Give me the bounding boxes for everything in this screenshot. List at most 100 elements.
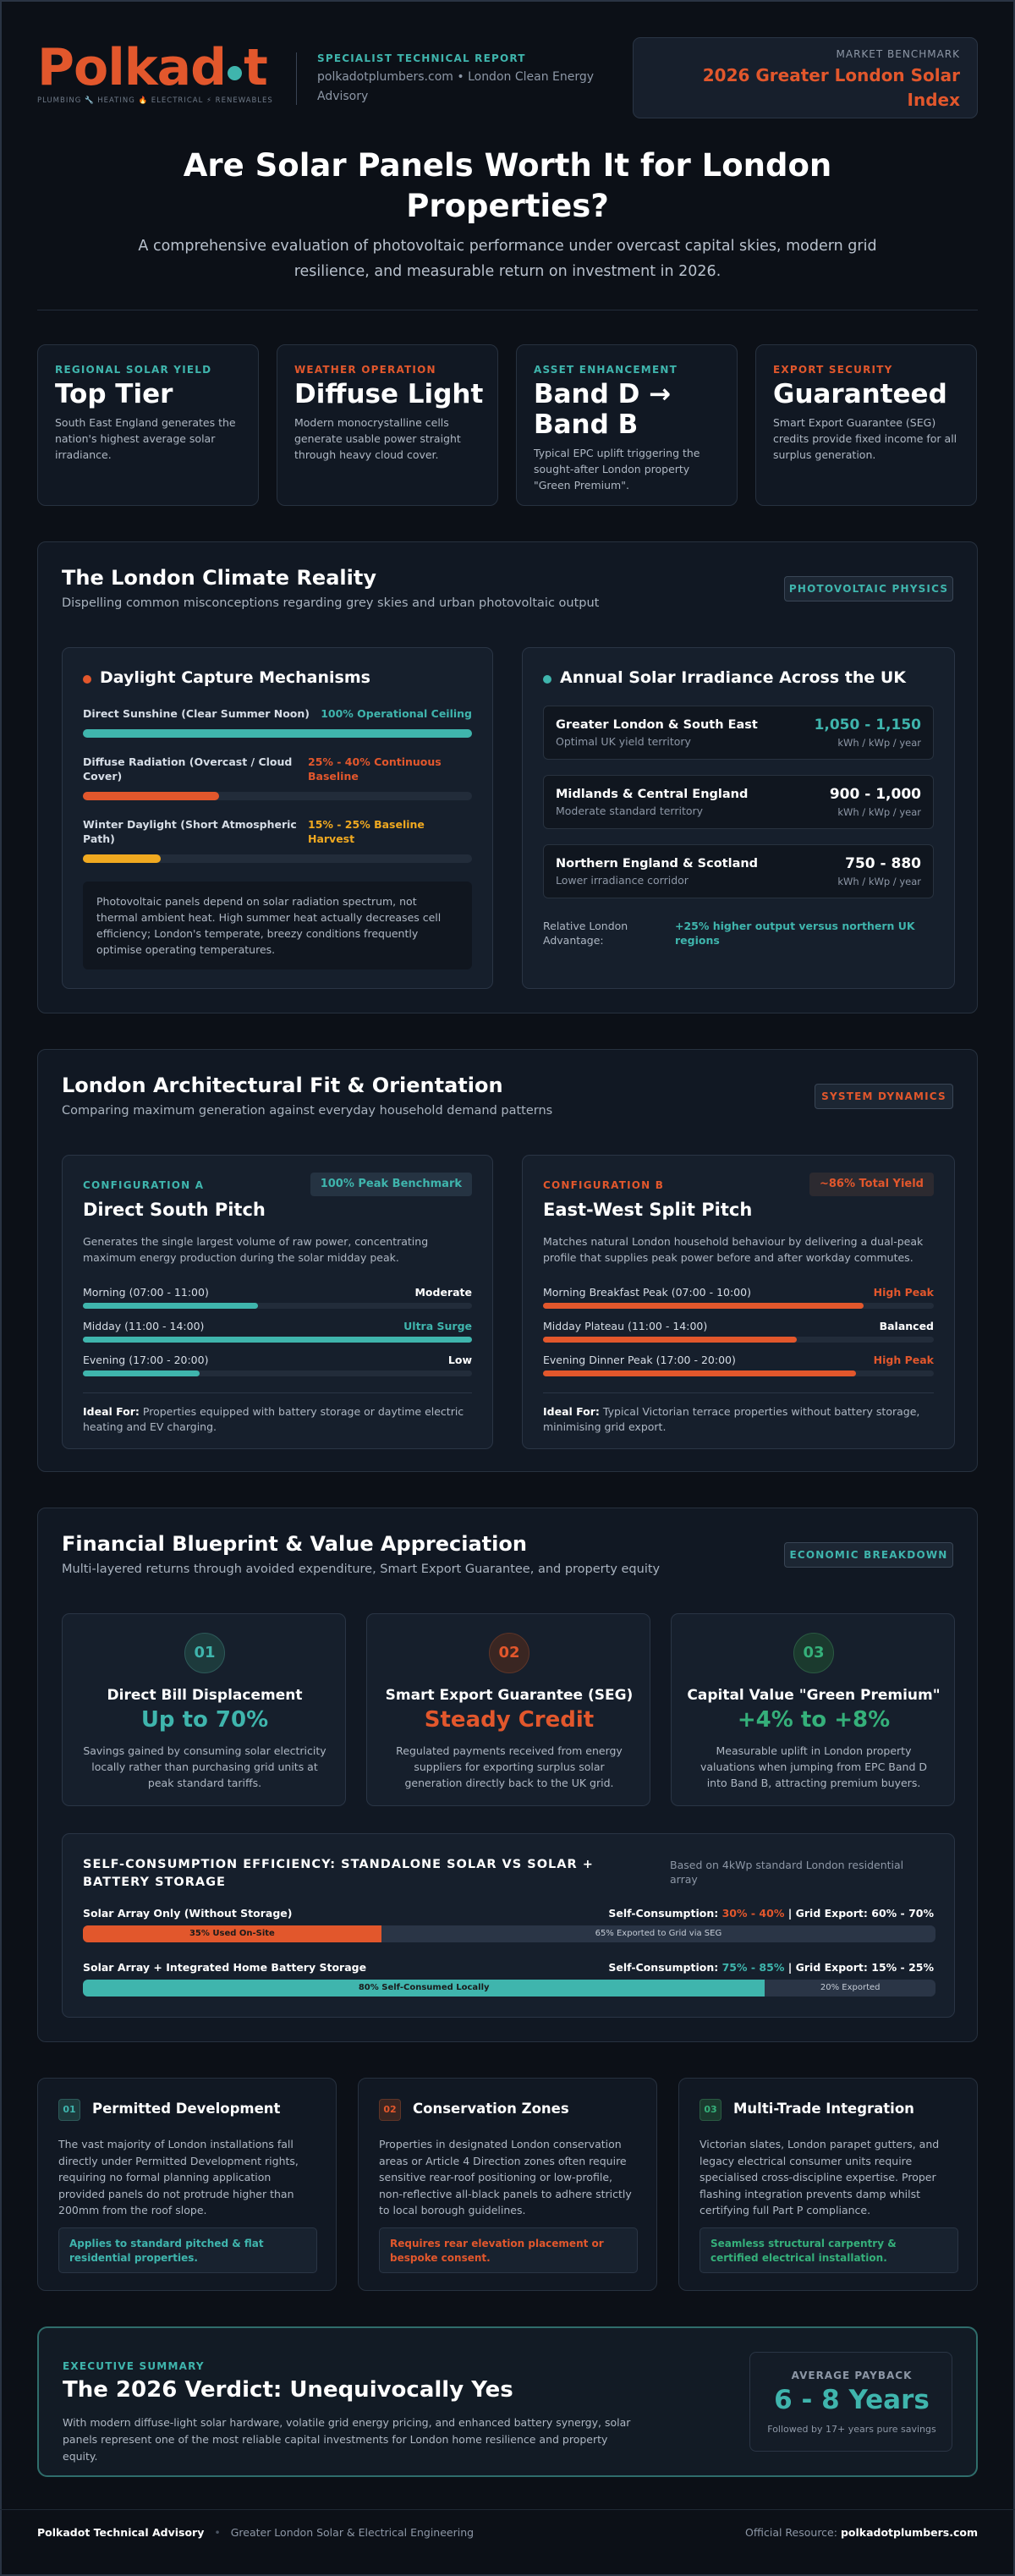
time-bar-fill [83, 1303, 258, 1309]
time-row-value: Moderate [414, 1286, 472, 1299]
time-row-value: High Peak [873, 1286, 934, 1299]
section-title: Financial Blueprint & Value Appreciation [62, 1532, 527, 1556]
fit-section: London Architectural Fit & Orientation C… [37, 1049, 978, 1472]
planning-num: 03 [700, 2099, 721, 2121]
stat-text: Modern monocrystalline cells generate us… [294, 416, 461, 461]
region-sub: Lower irradiance corridor [556, 874, 689, 887]
region-value: 900 - 1,000 [829, 786, 921, 803]
config-text: Generates the single largest volume of r… [83, 1235, 429, 1264]
stat-value: Guaranteed [773, 379, 947, 409]
footer-link[interactable]: polkadotplumbers.com [840, 2526, 978, 2539]
benchmark-title: 2026 Greater London Solar Index [702, 65, 960, 110]
logo-dot [228, 66, 243, 80]
config-badge: 100% Peak Benchmark [310, 1173, 472, 1196]
planning-note: Seamless structural carpentry & certifie… [700, 2227, 958, 2273]
config-a-panel: CONFIGURATION A 100% Peak Benchmark Dire… [62, 1155, 493, 1449]
finance-text: Measurable uplift in London property val… [700, 1744, 927, 1789]
region-unit: kWh / kWp / year [837, 737, 921, 749]
section-badge: PHOTOVOLTAIC PHYSICS [784, 576, 953, 601]
region-unit: kWh / kWp / year [837, 876, 921, 887]
eff-used-text: 80% Self-Consumed Locally [358, 1983, 490, 1992]
region-name: Northern England & Scotland [556, 857, 759, 871]
stat-kicker: WEATHER OPERATION [294, 364, 436, 376]
capture-note: Photovoltaic panels depend on solar radi… [83, 882, 472, 969]
stat-card: WEATHER OPERATION Diffuse Light Modern m… [277, 344, 498, 506]
footer-divider [0, 2509, 1015, 2510]
time-bar-fill [83, 1370, 200, 1376]
config-title: East-West Split Pitch [543, 1200, 753, 1220]
region-row: Northern England & Scotland Lower irradi… [543, 844, 934, 898]
time-row-label: Evening Dinner Peak (17:00 - 20:00) [543, 1354, 736, 1366]
eff-export-text: 20% Exported [820, 1983, 881, 1992]
eff-row-label: Solar Array Only (Without Storage) [83, 1907, 293, 1920]
section-subtitle: Comparing maximum generation against eve… [62, 1104, 553, 1118]
panel-divider [83, 1392, 472, 1393]
finance-section: Financial Blueprint & Value Appreciation… [37, 1508, 978, 2042]
region-name: Midlands & Central England [556, 788, 749, 801]
stat-card: ASSET ENHANCEMENT Band D → Band B Typica… [516, 344, 738, 506]
verdict-kicker: EXECUTIVE SUMMARY [63, 2360, 205, 2372]
bullet-dot [83, 675, 91, 684]
planning-card: 03 Multi-Trade Integration Victorian sla… [678, 2078, 978, 2291]
finance-num: 02 [489, 1633, 529, 1673]
eff-row-stats: Self-Consumption: 75% - 85% | Grid Expor… [608, 1961, 934, 1974]
panel-title: Annual Solar Irradiance Across the UK [560, 668, 907, 687]
capture-row-label: Direct Sunshine (Clear Summer Noon) [83, 707, 310, 720]
capture-bar-fill [83, 854, 161, 863]
time-bar-fill [543, 1337, 798, 1343]
verdict-text: With modern diffuse-light solar hardware… [63, 2416, 631, 2463]
stat-text: South East England generates the nation'… [55, 416, 236, 461]
panel-title: Daylight Capture Mechanisms [100, 668, 370, 687]
time-row-value: High Peak [873, 1354, 934, 1366]
advantage-value: +25% higher output versus northern UK re… [675, 920, 915, 947]
time-row-value: Ultra Surge [403, 1320, 472, 1332]
capture-panel: Daylight Capture Mechanisms Direct Sunsh… [62, 647, 493, 989]
hero-title: Are Solar Panels Worth It for London Pro… [183, 147, 832, 224]
planning-card: 01 Permitted Development The vast majori… [37, 2078, 337, 2291]
stat-card: REGIONAL SOLAR YIELD Top Tier South East… [37, 344, 259, 506]
payback-box: AVERAGE PAYBACK 6 - 8 Years Followed by … [749, 2352, 952, 2452]
footer-left: Polkadot Technical Advisory • Greater Lo… [37, 2526, 474, 2539]
brand-logo[interactable]: Polkad t PLUMBING 🔧 HEATING 🔥 ELECTRICAL … [37, 41, 273, 105]
panel-divider [543, 1392, 934, 1393]
config-b-panel: CONFIGURATION B ~86% Total Yield East-We… [522, 1155, 955, 1449]
planning-note: Requires rear elevation placement or bes… [379, 2227, 638, 2273]
bullet-dot [543, 675, 551, 684]
eff-export-text: 65% Exported to Grid via SEG [595, 1929, 722, 1938]
brand-tagline: PLUMBING 🔧 HEATING 🔥 ELECTRICAL ⚡ RENEWA… [37, 96, 273, 105]
ideal-for: Ideal For: Typical Victorian terrace pro… [543, 1404, 934, 1435]
eff-used-seg [83, 1925, 381, 1942]
finance-value: +4% to +8% [737, 1707, 891, 1733]
time-row-label: Morning (07:00 - 11:00) [83, 1286, 209, 1299]
stat-text: Typical EPC uplift triggering the sought… [534, 447, 700, 492]
time-row-label: Evening (17:00 - 20:00) [83, 1354, 209, 1366]
capture-note-text: Photovoltaic panels depend on solar radi… [96, 895, 442, 956]
section-subtitle: Dispelling common misconceptions regardi… [62, 596, 600, 610]
planning-title: Conservation Zones [413, 2101, 569, 2117]
capture-bar [83, 729, 472, 738]
section-title: The London Climate Reality [62, 566, 376, 590]
efficiency-panel: SELF-CONSUMPTION EFFICIENCY: STANDALONE … [62, 1833, 955, 2018]
planning-card: 02 Conservation Zones Properties in desi… [358, 2078, 657, 2291]
region-unit: kWh / kWp / year [837, 806, 921, 818]
eff-sc-value: 75% - 85% [721, 1961, 785, 1974]
ideal-text: Properties equipped with battery storage… [83, 1405, 464, 1433]
section-title: London Architectural Fit & Orientation [62, 1074, 503, 1097]
config-text: Matches natural London household behavio… [543, 1235, 924, 1264]
time-bar-fill [543, 1303, 864, 1309]
planning-num: 02 [379, 2099, 401, 2121]
payback-value: 6 - 8 Years [774, 2385, 930, 2415]
region-value: 1,050 - 1,150 [814, 717, 921, 733]
section-subtitle: Multi-layered returns through avoided ex… [62, 1563, 661, 1576]
logo-text: Polkad [37, 38, 227, 97]
planning-text: The vast majority of London installation… [58, 2138, 299, 2216]
eff-sc-value: 30% - 40% [721, 1907, 785, 1920]
planning-num: 01 [58, 2099, 80, 2121]
eff-sc-label: Self-Consumption: [608, 1907, 719, 1920]
time-bar [543, 1303, 934, 1309]
eff-used-seg [83, 1980, 765, 1997]
planning-text: Properties in designated London conserva… [379, 2138, 632, 2216]
verdict-box: EXECUTIVE SUMMARY The 2026 Verdict: Uneq… [37, 2326, 978, 2477]
planning-title: Permitted Development [92, 2101, 281, 2117]
